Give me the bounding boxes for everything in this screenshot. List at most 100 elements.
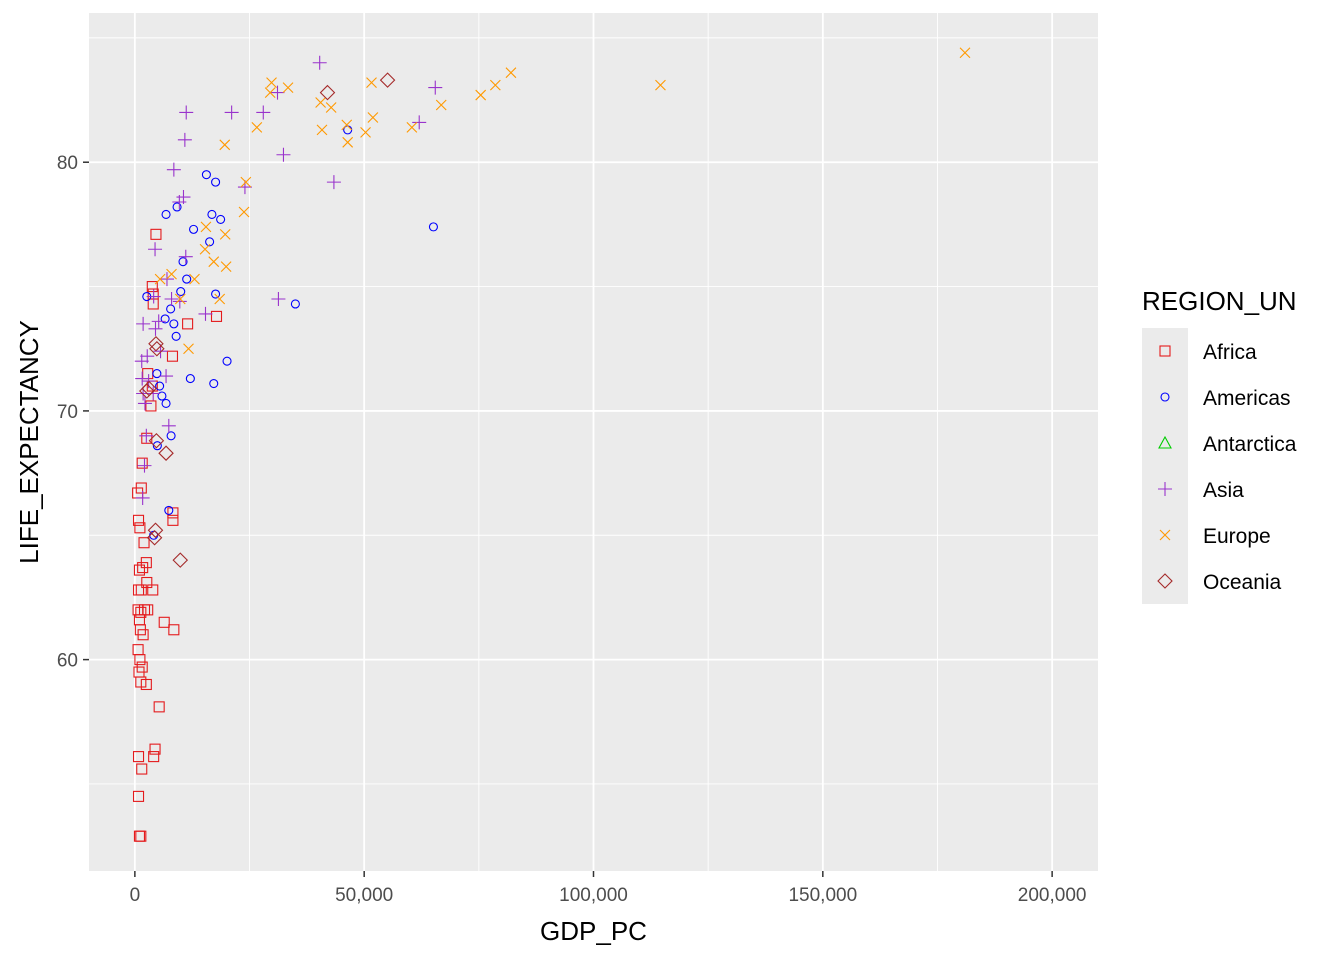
data-point-africa [141,576,153,589]
data-point-asia [176,190,191,205]
data-point-africa [149,743,161,755]
data-point-africa [150,228,162,240]
data-point-europe [282,82,294,93]
y-tick-label: 60 [57,651,78,672]
data-point-africa [145,400,157,412]
series-asia [134,55,443,505]
data-point-americas [164,505,174,515]
data-point-americas [152,441,162,451]
data-point-europe [189,273,200,285]
data-point-europe [199,243,211,255]
legend-key-antarctica [1158,435,1172,449]
data-point-africa [135,482,147,494]
data-point-europe [219,139,231,151]
data-point-africa [140,678,152,691]
data-point-asia [146,289,161,304]
data-point-europe [655,79,666,91]
data-point-americas [207,209,217,219]
data-point-asia [148,321,163,336]
data-point-africa [135,830,147,842]
data-point-africa [166,350,179,362]
data-point-americas [201,170,211,180]
legend-key-asia [1158,482,1172,496]
data-point-africa [138,537,150,549]
legend-item-americas: Americas [1160,387,1291,410]
data-point-asia [271,292,286,306]
x-axis-title: GDP_PC [540,916,647,946]
data-point-oceania [147,522,164,539]
legend-label: Europe [1203,525,1271,548]
data-point-europe [367,112,379,123]
data-point-asia [198,306,213,321]
data-point-africa [132,644,144,656]
data-point-europe [366,77,377,89]
legend: REGION_UN Africa Americas Antarctica Asia Eu… [1142,286,1297,604]
data-point-europe [174,293,186,305]
data-point-europe [240,176,252,188]
legend-label: Oceania [1203,571,1282,594]
data-point-africa [147,584,159,596]
legend-title: REGION_UN [1142,286,1297,316]
data-point-asia [172,294,187,309]
data-point-europe [200,221,212,233]
y-tick-label: 80 [57,153,78,174]
data-point-europe [475,89,487,101]
data-point-asia [179,105,194,120]
data-point-europe [315,97,326,108]
data-point-europe [154,273,166,285]
data-point-americas [211,289,221,299]
data-point-asia [136,316,151,331]
data-point-oceania [319,84,336,101]
data-point-europe [219,228,231,240]
data-point-asia [137,396,152,411]
data-point-americas [211,177,221,187]
data-point-europe [316,124,328,136]
data-point-africa [167,514,179,526]
data-point-asia [135,490,150,505]
data-point-europe [251,122,263,133]
data-point-africa [158,616,170,628]
data-point-europe [238,206,250,218]
data-point-africa [132,514,145,526]
data-point-asia [139,428,154,443]
data-point-asia [270,85,285,100]
data-point-europe [489,79,501,91]
x-tick-label: 150,000 [788,885,857,906]
x-tick-label: 100,000 [559,885,628,906]
data-point-oceania [146,529,163,546]
series-europe [154,47,971,355]
data-point-americas [222,356,232,366]
data-point-europe [208,256,220,268]
x-tick-label: 0 [130,885,141,906]
data-point-europe [505,67,517,79]
data-point-asia [178,249,193,264]
data-point-asia [148,242,163,257]
data-point-africa [148,751,160,763]
legend-key-background [1142,328,1188,604]
data-point-americas [166,431,176,441]
data-point-americas [155,381,165,391]
legend-label: Asia [1203,479,1244,502]
data-point-africa [136,457,148,469]
series-oceania [139,72,396,568]
data-point-asia [164,292,179,306]
legend-items: Africa Americas Antarctica Asia Europe Oceani… [1157,341,1297,594]
data-point-europe [214,293,226,305]
data-point-americas [428,222,438,232]
data-point-asia [137,458,152,473]
data-point-africa [210,310,223,322]
legend-label: Americas [1203,387,1291,410]
data-point-europe [959,47,971,59]
y-axis-ticks: 60 70 80 [57,153,89,672]
data-point-oceania [148,335,164,352]
data-point-europe [183,343,194,355]
x-tick-label: 50,000 [335,885,393,906]
series-africa [132,228,223,842]
data-point-americas [185,374,195,384]
legend-item-oceania: Oceania [1157,571,1282,594]
data-point-africa [135,606,147,618]
data-point-oceania [379,72,396,88]
data-point-africa [138,604,151,616]
data-point-americas [176,286,186,297]
